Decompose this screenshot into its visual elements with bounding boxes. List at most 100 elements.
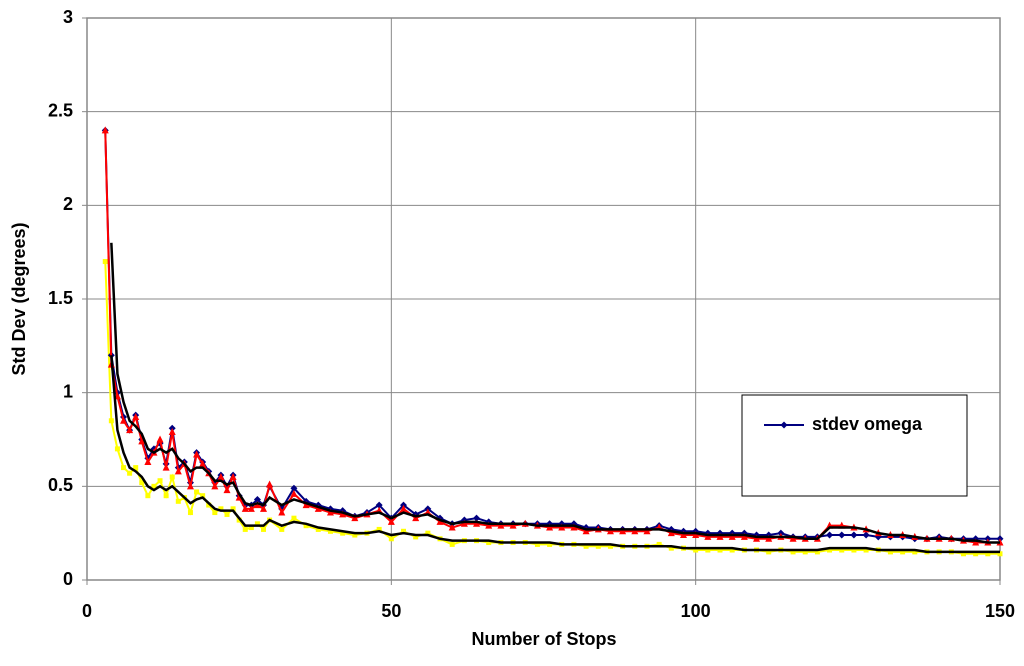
marker — [241, 504, 249, 512]
marker — [862, 531, 870, 539]
marker — [114, 446, 120, 452]
marker — [101, 126, 109, 134]
marker — [193, 450, 201, 458]
marker — [448, 523, 456, 531]
marker — [460, 519, 468, 527]
marker — [509, 521, 517, 529]
marker — [187, 510, 193, 516]
marker — [449, 541, 455, 547]
marker — [693, 547, 699, 553]
marker — [175, 498, 181, 504]
marker — [253, 501, 261, 509]
y-axis-label: Std Dev (degrees) — [9, 222, 29, 375]
marker — [388, 536, 394, 542]
marker — [186, 482, 194, 490]
marker — [838, 531, 846, 539]
marker — [705, 547, 711, 553]
marker — [985, 551, 991, 557]
marker — [960, 551, 966, 557]
marker — [132, 413, 140, 421]
marker — [595, 543, 601, 549]
marker — [302, 501, 310, 509]
marker — [668, 545, 674, 551]
marker — [230, 506, 236, 512]
x-axis-label: Number of Stops — [471, 629, 616, 649]
y-tick-label: 3 — [63, 7, 73, 27]
marker — [814, 549, 820, 555]
y-tick-label: 2 — [63, 194, 73, 214]
marker — [168, 428, 176, 436]
marker — [497, 521, 505, 529]
marker — [570, 523, 578, 531]
marker — [138, 437, 146, 445]
marker — [212, 510, 218, 516]
marker — [851, 547, 857, 553]
marker — [151, 483, 157, 489]
marker — [127, 470, 133, 476]
marker — [120, 416, 128, 424]
marker — [972, 538, 980, 546]
marker — [582, 527, 590, 535]
marker — [583, 543, 589, 549]
marker — [716, 532, 724, 540]
marker — [156, 435, 164, 443]
marker — [473, 514, 481, 522]
marker — [900, 549, 906, 555]
x-tick-label: 50 — [381, 601, 401, 621]
marker — [729, 547, 735, 553]
marker — [248, 525, 254, 531]
marker — [169, 474, 175, 480]
marker — [206, 502, 212, 508]
marker — [314, 504, 322, 512]
marker — [826, 531, 834, 539]
y-tick-label: 0.5 — [48, 475, 73, 495]
marker — [174, 467, 182, 475]
marker — [473, 519, 481, 527]
marker — [436, 517, 444, 525]
marker — [400, 504, 408, 512]
marker — [290, 484, 298, 492]
legend-label: stdev omega — [812, 414, 923, 434]
marker — [740, 532, 748, 540]
plot-border — [86, 17, 1001, 581]
marker — [224, 511, 230, 517]
marker — [223, 486, 231, 494]
marker — [766, 549, 772, 555]
marker — [619, 527, 627, 535]
legend-box — [741, 394, 968, 497]
marker — [376, 526, 382, 532]
marker — [534, 541, 540, 547]
marker — [218, 506, 224, 512]
marker — [326, 508, 334, 516]
marker — [211, 482, 219, 490]
marker — [850, 531, 858, 539]
marker — [121, 465, 127, 471]
marker — [254, 521, 260, 527]
y-tick-label: 1 — [63, 381, 73, 401]
marker — [133, 465, 139, 471]
marker — [229, 472, 237, 480]
marker — [375, 501, 383, 509]
marker — [235, 493, 243, 501]
marker — [242, 526, 248, 532]
marker — [839, 547, 845, 553]
marker — [260, 504, 268, 512]
y-tick-label: 2.5 — [48, 100, 73, 120]
marker — [217, 472, 225, 480]
marker — [631, 527, 639, 535]
y-tick-label: 0 — [63, 569, 73, 589]
marker — [546, 523, 554, 531]
marker — [656, 541, 662, 547]
marker — [139, 480, 145, 486]
marker — [315, 526, 321, 532]
marker — [973, 551, 979, 557]
marker — [290, 489, 298, 497]
marker — [667, 529, 675, 537]
marker — [789, 534, 797, 542]
marker — [997, 551, 1003, 557]
marker — [351, 514, 359, 522]
marker — [102, 259, 108, 265]
marker — [261, 526, 267, 532]
